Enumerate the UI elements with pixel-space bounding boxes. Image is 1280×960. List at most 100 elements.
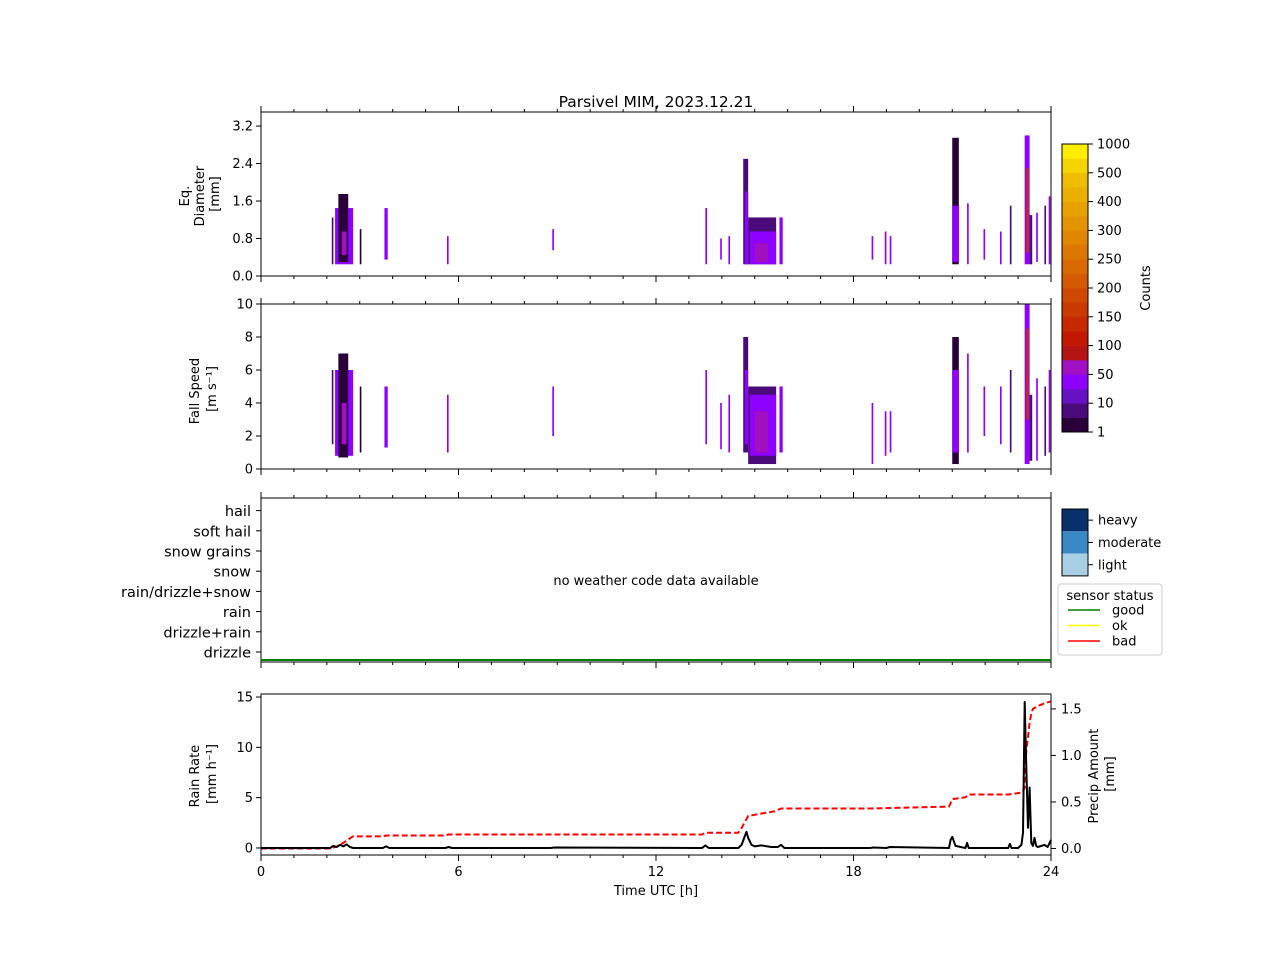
colorbar-cell [1062, 331, 1088, 346]
intensity-frame [1061, 508, 1089, 577]
weathercode-label: rain/drizzle+snow [121, 585, 251, 601]
no-data-annotation: no weather code data available [553, 574, 758, 589]
heatmap-band [871, 236, 874, 260]
weathercode-y-ticks: drizzle drizzle+rain rain rain/drizzle+snow… [121, 504, 261, 662]
y-tick-label: 0.8 [232, 232, 253, 247]
colorbar-cell [1062, 417, 1088, 433]
weathercode-label: snow grains [164, 545, 251, 561]
status-label: bad [1112, 635, 1136, 650]
colorbar-cell [1062, 302, 1088, 318]
colorbar-cell [1062, 316, 1088, 332]
intensity-label: moderate [1098, 536, 1161, 551]
heatmap-band [952, 370, 959, 453]
y-tick-label: 15 [236, 691, 253, 706]
diameter-ylabel-line2: Diameter [193, 165, 208, 226]
weathercode-label: drizzle [204, 646, 251, 662]
weathercode-label: soft hail [193, 524, 251, 540]
heatmap-band [720, 238, 722, 260]
rain-rate-line [261, 701, 1052, 849]
weathercode-panel: drizzle drizzle+rain rain rain/drizzle+snow… [121, 492, 1052, 668]
colorbar-tick-label: 10 [1097, 397, 1114, 412]
heatmap-band [1048, 196, 1051, 265]
y-tick-label: 8 [245, 331, 253, 346]
colorbar-tick-label: 100 [1097, 339, 1122, 354]
precip-ylabel-line1: Precip Amount [1087, 729, 1102, 824]
colorbar-cells [1062, 144, 1088, 433]
heatmap-band [983, 229, 986, 260]
colorbar-tick-label: 200 [1097, 282, 1122, 297]
colorbar-cell [1062, 201, 1088, 217]
y-tick-label: 10 [236, 298, 253, 313]
y-tick-label: 0 [245, 463, 253, 478]
heatmap-band [952, 205, 959, 262]
weathercode-x-ticks [260, 492, 1052, 668]
intensity-label: light [1098, 558, 1127, 573]
intensity-swatch [1062, 509, 1088, 532]
y-tick-label: 3.2 [232, 120, 253, 135]
rain-lines [261, 700, 1052, 850]
heatmap-band [728, 394, 731, 453]
time-x-ticks: 0 6 12 18 24 [257, 855, 1059, 880]
fallspeed-panel: 0 2 4 6 8 10 Fall Speed [m s⁻¹] [188, 298, 1052, 478]
counts-colorbar: 1 10 50 100 150 200 250 300 400 500 1000 Counts [1061, 138, 1154, 441]
x-tick-label: 12 [648, 865, 665, 880]
colorbar-cell [1062, 230, 1088, 246]
heatmap-band [967, 353, 969, 453]
x-tick-label: 18 [845, 865, 862, 880]
colorbar-tick-label: 400 [1097, 195, 1122, 210]
colorbar-tick-label: 1000 [1097, 138, 1130, 153]
heatmap-band [744, 370, 749, 445]
diameter-ylabel-line3: [mm] [208, 176, 223, 211]
colorbar-cell [1062, 403, 1088, 418]
sensor-status-legend-frame [1057, 583, 1163, 656]
colorbar-tick-label: 1 [1097, 426, 1105, 441]
heatmap-band [779, 386, 783, 453]
heatmap-band [359, 386, 362, 453]
intensity-swatch [1062, 531, 1088, 554]
colorbar-tick-label: 300 [1097, 224, 1122, 239]
status-label: good [1112, 604, 1144, 619]
heatmap-band [341, 231, 347, 255]
fallspeed-x-ticks [260, 298, 1052, 475]
colorbar-cell [1062, 273, 1088, 289]
rainrate-y-ticks: 0 5 10 15 [236, 691, 261, 856]
heatmap-band [552, 386, 554, 436]
colorbar-cell [1062, 388, 1088, 404]
colorbar-cell [1062, 360, 1088, 375]
heatmap-band [1036, 212, 1038, 262]
y2-tick-label: 0.5 [1061, 795, 1082, 810]
colorbar-cell [1062, 158, 1088, 174]
colorbar-ticks: 1 10 50 100 150 200 250 300 400 500 1000 [1088, 138, 1130, 441]
x-tick-label: 0 [257, 865, 265, 880]
heatmap-band [1044, 205, 1047, 265]
heatmap-band [1009, 205, 1012, 265]
colorbar-cell [1062, 144, 1088, 159]
fallspeed-ylabel-line1: Fall Speed [188, 358, 203, 424]
heatmap-band [341, 403, 347, 445]
heatmap-band [999, 231, 1002, 265]
heatmap-band [331, 370, 334, 445]
colorbar-cell [1062, 288, 1088, 303]
precip-ylabel: Precip Amount [mm] [1087, 724, 1118, 823]
diameter-heatmap [331, 135, 1051, 265]
heatmap-band [983, 386, 986, 436]
heatmap-band [359, 229, 362, 265]
x-tick-label: 6 [454, 865, 462, 880]
y-tick-label: 6 [245, 364, 253, 379]
heatmap-band [1048, 370, 1051, 453]
heatmap-band [720, 403, 722, 450]
intensity-swatch [1062, 553, 1088, 576]
heatmap-band [384, 386, 388, 448]
y2-tick-label: 1.0 [1061, 749, 1082, 764]
heatmap-band [889, 411, 892, 453]
figure-title: Parsivel MIM, 2023.12.21 [559, 93, 754, 111]
intensity-legend: heavy moderate light [1061, 508, 1161, 577]
diameter-panel: 0.0 0.8 1.6 2.4 3.2 Eq. Diameter [mm] [178, 106, 1052, 285]
diameter-x-ticks [260, 106, 1052, 282]
colorbar-cell [1062, 216, 1088, 231]
heatmap-band [779, 217, 783, 265]
y-tick-label: 10 [236, 741, 253, 756]
